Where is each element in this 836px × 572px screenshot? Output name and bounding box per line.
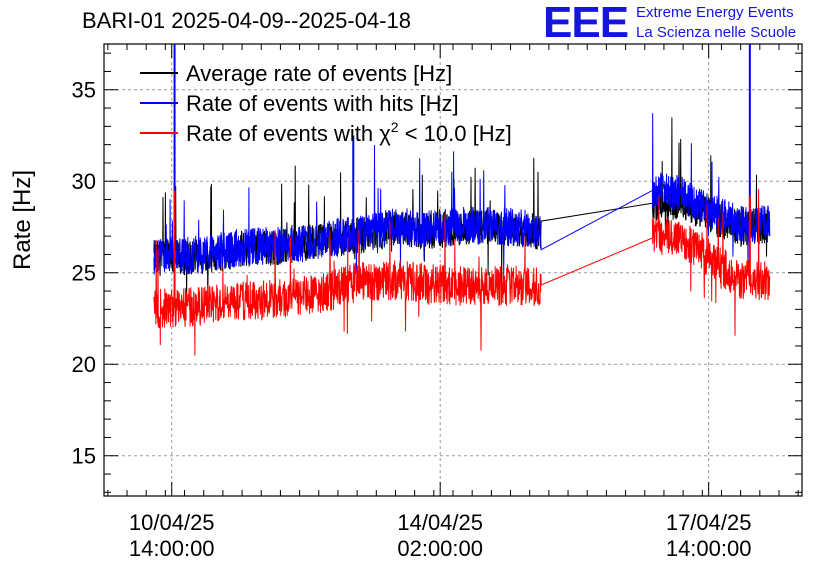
- y-tick-label: 25: [72, 261, 96, 286]
- x-tick-label-date: 14/04/25: [397, 510, 483, 535]
- eee-logo-line-1: Extreme Energy Events: [636, 4, 794, 21]
- eee-logo-line-2: La Scienza nelle Scuole: [636, 24, 797, 41]
- y-tick-label: 35: [72, 78, 96, 103]
- series-chi2: [153, 188, 771, 356]
- y-tick-label: 20: [72, 352, 96, 377]
- eee-logo: EEE: [543, 0, 629, 47]
- x-tick-label-time: 02:00:00: [397, 536, 483, 561]
- legend-label-chi2: Rate of events with χ2 < 10.0 [Hz]: [186, 119, 512, 146]
- y-tick-label: 30: [72, 169, 96, 194]
- x-tick-label-date: 10/04/25: [129, 510, 215, 535]
- x-tick-label-date: 17/04/25: [666, 510, 752, 535]
- y-tick-label: 15: [72, 444, 96, 469]
- x-tick-label-time: 14:00:00: [129, 536, 215, 561]
- y-axis-label: Rate [Hz]: [9, 170, 36, 270]
- legend-label-hits: Rate of events with hits [Hz]: [186, 91, 459, 116]
- x-tick-label-time: 14:00:00: [666, 536, 752, 561]
- chart-title: BARI-01 2025-04-09--2025-04-18: [82, 8, 411, 33]
- series-line-chi2: [153, 188, 771, 356]
- legend-label-average: Average rate of events [Hz]: [186, 61, 452, 86]
